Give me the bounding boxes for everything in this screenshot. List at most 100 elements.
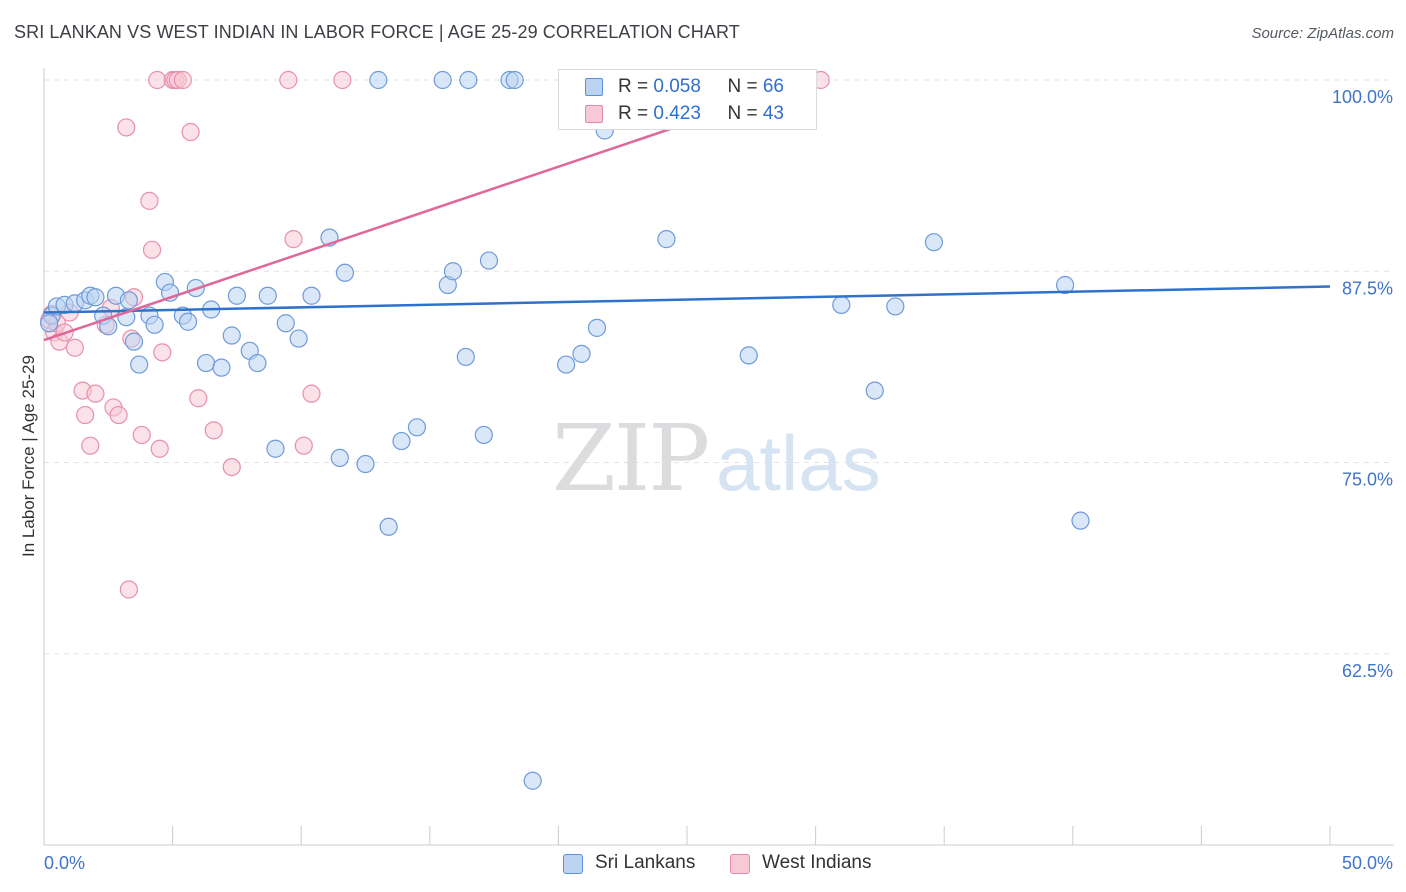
west-indians-point: [204, 421, 223, 440]
sri-lankans-point: [40, 314, 59, 333]
bottom-legend-swatch-west-indians: [730, 854, 750, 874]
sri-lankans-point: [145, 315, 164, 334]
sri-lankans-point: [433, 70, 452, 90]
sri-lankans-point: [886, 297, 905, 316]
sri-lankans-point: [657, 230, 676, 249]
sri-lankans-point: [1055, 275, 1075, 295]
y-tick-label: 87.5%: [1342, 278, 1393, 298]
sri-lankans-trend-line: [43, 285, 1331, 314]
sri-lankans-point: [924, 233, 944, 252]
sri-lankans-point: [392, 431, 411, 451]
y-tick-labels: 62.5% 75.0% 87.5% 100.0%: [1332, 87, 1393, 681]
legend-r-label: R =: [618, 76, 654, 97]
y-tick-label: 62.5%: [1342, 661, 1393, 681]
legend-n-value: 43: [762, 103, 784, 124]
west-indians-point: [119, 580, 138, 599]
west-indians-point: [65, 338, 84, 357]
sri-lankans-point: [865, 381, 884, 400]
west-indians-point: [86, 384, 105, 403]
sri-lankans-point: [587, 318, 607, 337]
legend-n-label: N =: [727, 103, 763, 124]
west-indians-point: [142, 240, 162, 259]
axes: [43, 68, 1394, 846]
sri-lankans-point: [178, 312, 198, 331]
west-indians-point: [222, 457, 241, 477]
sri-lankans-point: [557, 355, 576, 374]
west-indians-points: [40, 70, 830, 599]
sri-lankans-point: [356, 454, 375, 474]
sri-lankans-point: [212, 358, 231, 377]
sri-lankans-point: [443, 262, 463, 281]
y-tick-label: 100.0%: [1332, 87, 1393, 107]
sri-lankans-point: [479, 251, 499, 270]
legend-swatch-west-indians: [585, 105, 603, 123]
sri-lankans-point: [258, 286, 277, 305]
legend-swatch-sri-lankans: [585, 78, 603, 96]
west-indians-point: [132, 425, 151, 445]
bottom-legend-label: Sri Lankans: [595, 852, 696, 873]
sri-lankans-point: [289, 329, 308, 348]
sri-lankans-point: [119, 291, 138, 310]
sri-lankans-point: [330, 448, 349, 468]
sri-lankans-point: [130, 355, 149, 374]
sri-lankans-point: [222, 326, 241, 345]
legend-r-value: 0.423: [653, 103, 701, 124]
sri-lankans-point: [266, 439, 285, 458]
chart-source: Source: ZipAtlas.com: [1251, 25, 1394, 42]
west-indians-point: [150, 439, 169, 458]
watermark-zip: ZIP: [552, 405, 708, 512]
sri-lankans-point: [276, 314, 295, 333]
sri-lankans-point: [196, 353, 216, 373]
west-indians-point: [153, 343, 172, 362]
x-tick-label: 0.0%: [44, 853, 85, 873]
west-indians-point: [279, 70, 298, 90]
west-indians-point: [294, 436, 313, 455]
west-indians-point: [189, 389, 208, 408]
sri-lankans-point: [379, 517, 398, 536]
bottom-legend-swatch-sri-lankans: [563, 854, 583, 874]
sri-lankans-point: [248, 353, 267, 373]
sri-lankans-point: [302, 286, 321, 305]
sri-lankans-point: [407, 418, 427, 437]
west-indians-point: [173, 70, 192, 90]
legend-n-value: 66: [762, 76, 784, 97]
sri-lankans-point: [459, 70, 478, 90]
sri-lankans-point: [505, 70, 524, 90]
watermark-atlas: atlas: [716, 419, 881, 507]
legend-n-label: N =: [727, 76, 763, 97]
sri-lankans-point: [474, 425, 493, 445]
sri-lankans-point: [369, 70, 388, 90]
sri-lankans-point: [1071, 511, 1090, 530]
y-axis-label: In Labor Force | Age 25-29: [19, 355, 38, 557]
west-indians-point: [117, 118, 136, 137]
sri-lankans-point: [523, 771, 542, 790]
west-indians-point: [333, 70, 352, 90]
west-indians-point: [284, 230, 303, 249]
west-indians-point: [140, 191, 159, 210]
west-indians-point: [181, 122, 200, 142]
legend-r-label: R =: [618, 103, 654, 124]
watermark: ZIP atlas: [552, 405, 881, 512]
sri-lankans-point: [572, 344, 591, 363]
grid-lines: [44, 79, 1394, 655]
sri-lankans-point: [832, 295, 851, 315]
sri-lankans-point: [335, 263, 355, 282]
west-indians-point: [81, 436, 100, 455]
west-indians-point: [109, 405, 128, 425]
y-tick-label: 75.0%: [1342, 470, 1393, 490]
x-tick-label: 50.0%: [1342, 853, 1393, 873]
chart-title: SRI LANKAN VS WEST INDIAN IN LABOR FORCE…: [14, 22, 740, 42]
west-indians-point: [148, 70, 167, 90]
stats-legend: R = 0.058 N = 66 R = 0.423 N = 43: [558, 69, 817, 130]
west-indians-point: [76, 405, 95, 425]
sri-lankans-point: [227, 286, 246, 305]
west-indians-point: [302, 384, 321, 403]
sri-lankans-point: [86, 288, 105, 307]
sri-lankans-point: [739, 346, 758, 365]
x-tick-labels: 0.0% 50.0%: [44, 853, 1393, 873]
legend-r-value: 0.058: [653, 76, 701, 97]
bottom-legend-label: West Indians: [762, 852, 872, 873]
sri-lankans-point: [124, 332, 144, 351]
sri-lankans-point: [456, 347, 475, 367]
